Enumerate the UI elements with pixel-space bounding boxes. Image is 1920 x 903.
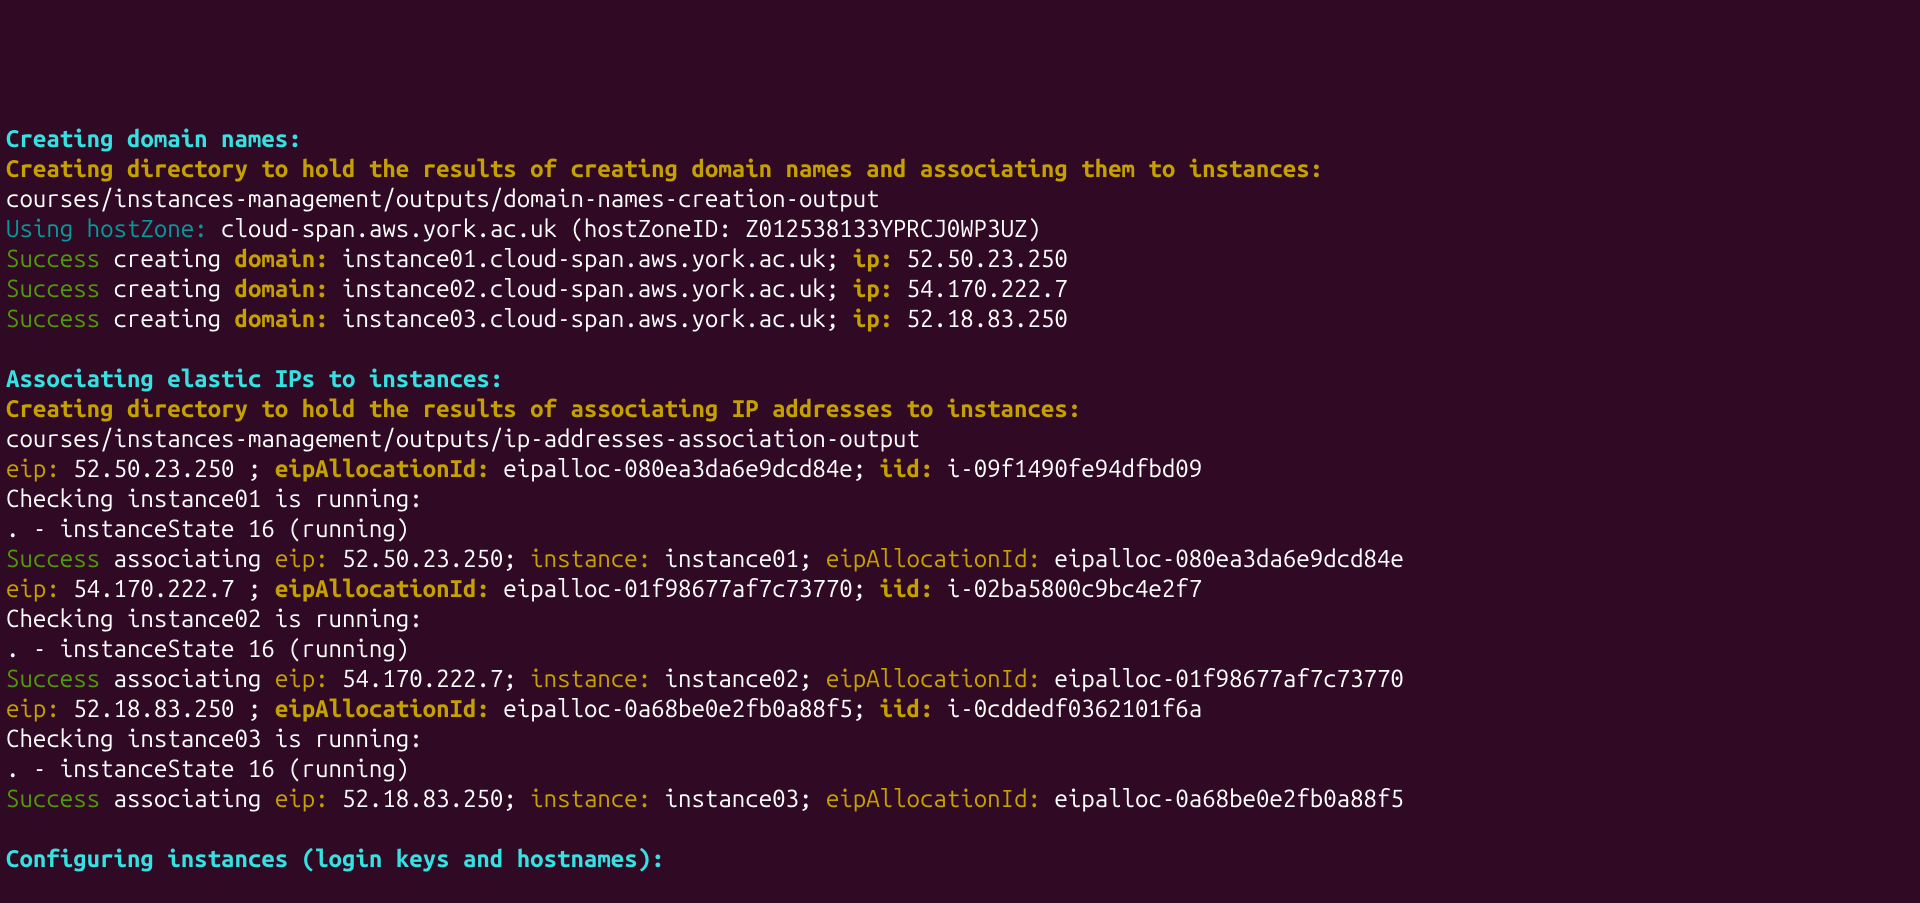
alloc-value: eipalloc-080ea3da6e9dcd84e; [490,455,880,482]
text: creating [100,245,234,272]
text: creating [100,275,234,302]
eip-label: eip: [6,575,60,602]
section-heading: Configuring instances (login keys and ho… [6,845,665,872]
eip-label: eip: [275,785,329,812]
instance-value: instance02; [651,665,826,692]
checking-line: Checking instance03 is running: [6,725,423,752]
dir-create-msg: Creating directory to hold the results o… [6,155,1323,182]
section-heading: Creating domain names: [6,125,302,152]
domain-value: instance01.cloud-span.aws.york.ac.uk; [329,245,853,272]
iid-label: iid: [880,695,934,722]
ip-value: 52.18.83.250 [893,305,1068,332]
status-success: Success [6,545,100,572]
ip-value: 52.50.23.250 [893,245,1068,272]
ip-label: ip: [853,305,893,332]
hostzone-label: Using hostZone: [6,215,208,242]
alloc-value: eipalloc-080ea3da6e9dcd84e [1041,545,1404,572]
iid-value: i-09f1490fe94dfbd09 [933,455,1202,482]
alloc-label: eipAllocationId: [275,455,490,482]
iid-label: iid: [880,575,934,602]
alloc-value: eipalloc-01f98677af7c73770; [490,575,880,602]
eip-value: 52.50.23.250; [329,545,531,572]
eip-value: 54.170.222.7; [329,665,531,692]
status-success: Success [6,785,100,812]
dir-path: courses/instances-management/outputs/ip-… [6,425,920,452]
domain-label: domain: [235,275,329,302]
eip-value: 52.18.83.250 ; [60,695,275,722]
terminal-output: Creating domain names: Creating director… [6,124,1914,874]
dir-path: courses/instances-management/outputs/dom… [6,185,880,212]
alloc-label: eipAllocationId: [826,545,1041,572]
ip-label: ip: [853,275,893,302]
eip-value: 54.170.222.7 ; [60,575,275,602]
alloc-value: eipalloc-0a68be0e2fb0a88f5 [1041,785,1404,812]
alloc-label: eipAllocationId: [275,575,490,602]
iid-value: i-0cddedf0362101f6a [933,695,1202,722]
status-success: Success [6,245,100,272]
ip-value: 54.170.222.7 [893,275,1068,302]
eip-value: 52.18.83.250; [329,785,531,812]
state-line: . - instanceState 16 (running) [6,755,409,782]
text: associating [100,785,275,812]
eip-label: eip: [275,545,329,572]
instance-value: instance01; [651,545,826,572]
section-heading: Associating elastic IPs to instances: [6,365,503,392]
alloc-label: eipAllocationId: [275,695,490,722]
text: associating [100,545,275,572]
iid-value: i-02ba5800c9bc4e2f7 [933,575,1202,602]
instance-value: instance03; [651,785,826,812]
alloc-label: eipAllocationId: [826,785,1041,812]
alloc-value: eipalloc-0a68be0e2fb0a88f5; [490,695,880,722]
alloc-value: eipalloc-01f98677af7c73770 [1041,665,1404,692]
eip-label: eip: [6,455,60,482]
hostzone-value: cloud-span.aws.york.ac.uk (hostZoneID: Z… [208,215,1041,242]
checking-line: Checking instance02 is running: [6,605,423,632]
dir-create-msg: Creating directory to hold the results o… [6,395,1081,422]
instance-label: instance: [530,665,651,692]
checking-line: Checking instance01 is running: [6,485,423,512]
eip-label: eip: [6,695,60,722]
instance-label: instance: [530,785,651,812]
instance-label: instance: [530,545,651,572]
status-success: Success [6,665,100,692]
text: associating [100,665,275,692]
text: creating [100,305,234,332]
domain-value: instance02.cloud-span.aws.york.ac.uk; [329,275,853,302]
status-success: Success [6,275,100,302]
alloc-label: eipAllocationId: [826,665,1041,692]
state-line: . - instanceState 16 (running) [6,515,409,542]
eip-label: eip: [275,665,329,692]
domain-label: domain: [235,245,329,272]
ip-label: ip: [853,245,893,272]
eip-value: 52.50.23.250 ; [60,455,275,482]
domain-label: domain: [235,305,329,332]
domain-value: instance03.cloud-span.aws.york.ac.uk; [329,305,853,332]
iid-label: iid: [880,455,934,482]
status-success: Success [6,305,100,332]
state-line: . - instanceState 16 (running) [6,635,409,662]
